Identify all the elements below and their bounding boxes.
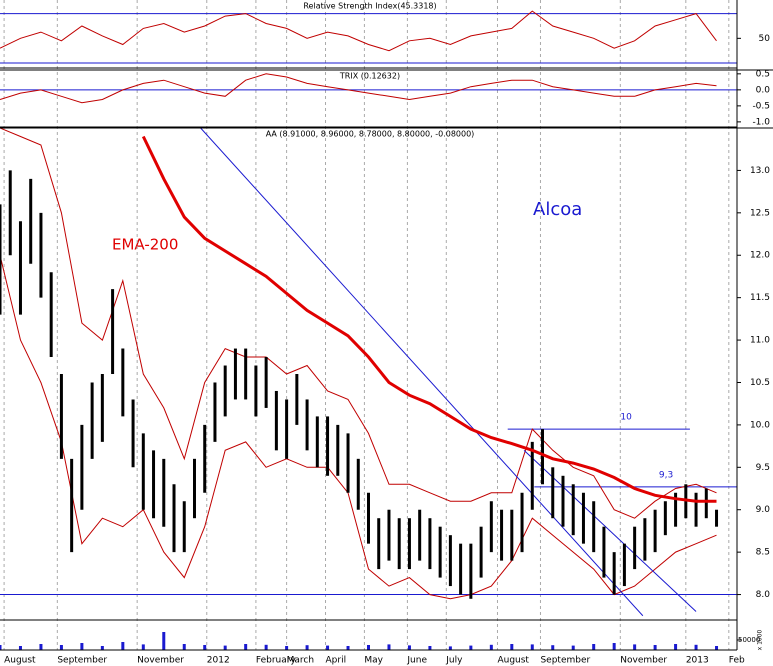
volume-bar xyxy=(653,645,657,650)
x-tick-label: September xyxy=(540,656,590,666)
panel-title: Relative Strength Index(45.3318) xyxy=(303,2,436,11)
x-tick-label: August xyxy=(497,656,529,666)
volume-bar xyxy=(244,644,248,650)
x-tick-label: June xyxy=(406,656,427,666)
level-label: 10 xyxy=(620,413,632,423)
x-tick-label: Feb xyxy=(729,656,745,666)
y-tick-label: -0.5 xyxy=(752,101,770,111)
volume-bar xyxy=(326,645,330,650)
volume-unit: x 1000 xyxy=(757,629,764,650)
y-tick-label: 50 xyxy=(759,34,771,44)
x-tick-label: August xyxy=(4,656,36,666)
y-tick-label: 12.5 xyxy=(750,208,770,218)
band-line xyxy=(0,255,717,600)
y-tick-label: 11.5 xyxy=(750,293,770,303)
y-tick-label: 9.5 xyxy=(756,463,770,473)
volume-bar xyxy=(367,645,370,650)
volume-bar xyxy=(203,645,207,650)
volume-bar xyxy=(715,646,719,650)
x-tick-label: May xyxy=(364,656,383,666)
x-tick-label: February xyxy=(256,656,297,666)
panel xyxy=(0,632,719,650)
volume-bar xyxy=(469,645,473,650)
volume-bar xyxy=(694,644,698,650)
y-tick-label: -1.0 xyxy=(752,117,770,127)
volume-bar xyxy=(223,645,227,650)
y-tick-label: 10.5 xyxy=(750,378,770,388)
volume-bar xyxy=(182,644,186,650)
volume-bar xyxy=(428,646,432,650)
y-tick-label: 11.0 xyxy=(750,336,770,346)
volume-bar xyxy=(162,632,166,650)
volume-bar xyxy=(448,646,452,650)
panel-title: TRIX (0.12632) xyxy=(339,72,400,81)
y-tick-label: 12.0 xyxy=(750,251,770,261)
x-tick-label: 2012 xyxy=(207,656,230,666)
volume-bar xyxy=(530,644,534,650)
panel xyxy=(0,73,737,104)
volume-bar xyxy=(100,646,104,650)
x-tick-label: July xyxy=(445,656,463,666)
x-tick-label: November xyxy=(620,656,667,666)
x-tick-label: April xyxy=(326,656,347,666)
volume-bar xyxy=(305,645,309,650)
series-line xyxy=(0,10,717,52)
volume-bar xyxy=(18,646,22,650)
annotation: Alcoa xyxy=(533,199,582,220)
volume-bar xyxy=(387,644,391,650)
series-line xyxy=(0,73,717,104)
ema-label: EMA-200 xyxy=(112,236,178,254)
volume-bar xyxy=(0,645,2,650)
y-tick-label: 9.0 xyxy=(756,505,771,515)
volume-bar xyxy=(489,644,493,650)
panel-title: AA (8.91000, 8.96000, 8.78000, 8.80000, … xyxy=(266,130,475,139)
volume-bar xyxy=(592,644,596,650)
band-line xyxy=(0,128,717,519)
volume-bar xyxy=(285,646,289,650)
x-tick-label: March xyxy=(287,656,314,666)
y-tick-label: 13.0 xyxy=(750,166,770,176)
y-tick-label: 8.5 xyxy=(756,548,770,558)
volume-bar xyxy=(346,646,350,650)
level-label: 9,3 xyxy=(659,470,673,480)
volume-bar xyxy=(633,644,637,650)
y-tick-label: 0.0 xyxy=(756,85,771,95)
volume-bar xyxy=(407,645,411,650)
y-tick-label: 50000 xyxy=(738,636,760,644)
series-line xyxy=(141,135,717,503)
volume-bar xyxy=(551,645,555,650)
volume-bar xyxy=(612,643,616,650)
volume-bar xyxy=(80,643,84,650)
y-tick-label: 10.0 xyxy=(750,420,770,430)
panel xyxy=(0,128,737,617)
volume-bar xyxy=(141,644,145,650)
volume-bar xyxy=(264,644,268,650)
y-tick-label: 0.5 xyxy=(756,69,770,79)
volume-bar xyxy=(510,644,514,650)
volume-bar xyxy=(571,645,575,650)
volume-bar xyxy=(39,644,43,650)
x-tick-label: September xyxy=(57,656,107,666)
volume-bar xyxy=(674,644,678,650)
x-tick-label: 2013 xyxy=(686,656,709,666)
trend-line xyxy=(200,128,644,617)
volume-bar xyxy=(59,645,63,650)
x-tick-label: November xyxy=(137,656,184,666)
panel xyxy=(0,10,737,64)
volume-bar xyxy=(121,642,125,650)
y-tick-label: 8.0 xyxy=(756,590,771,600)
